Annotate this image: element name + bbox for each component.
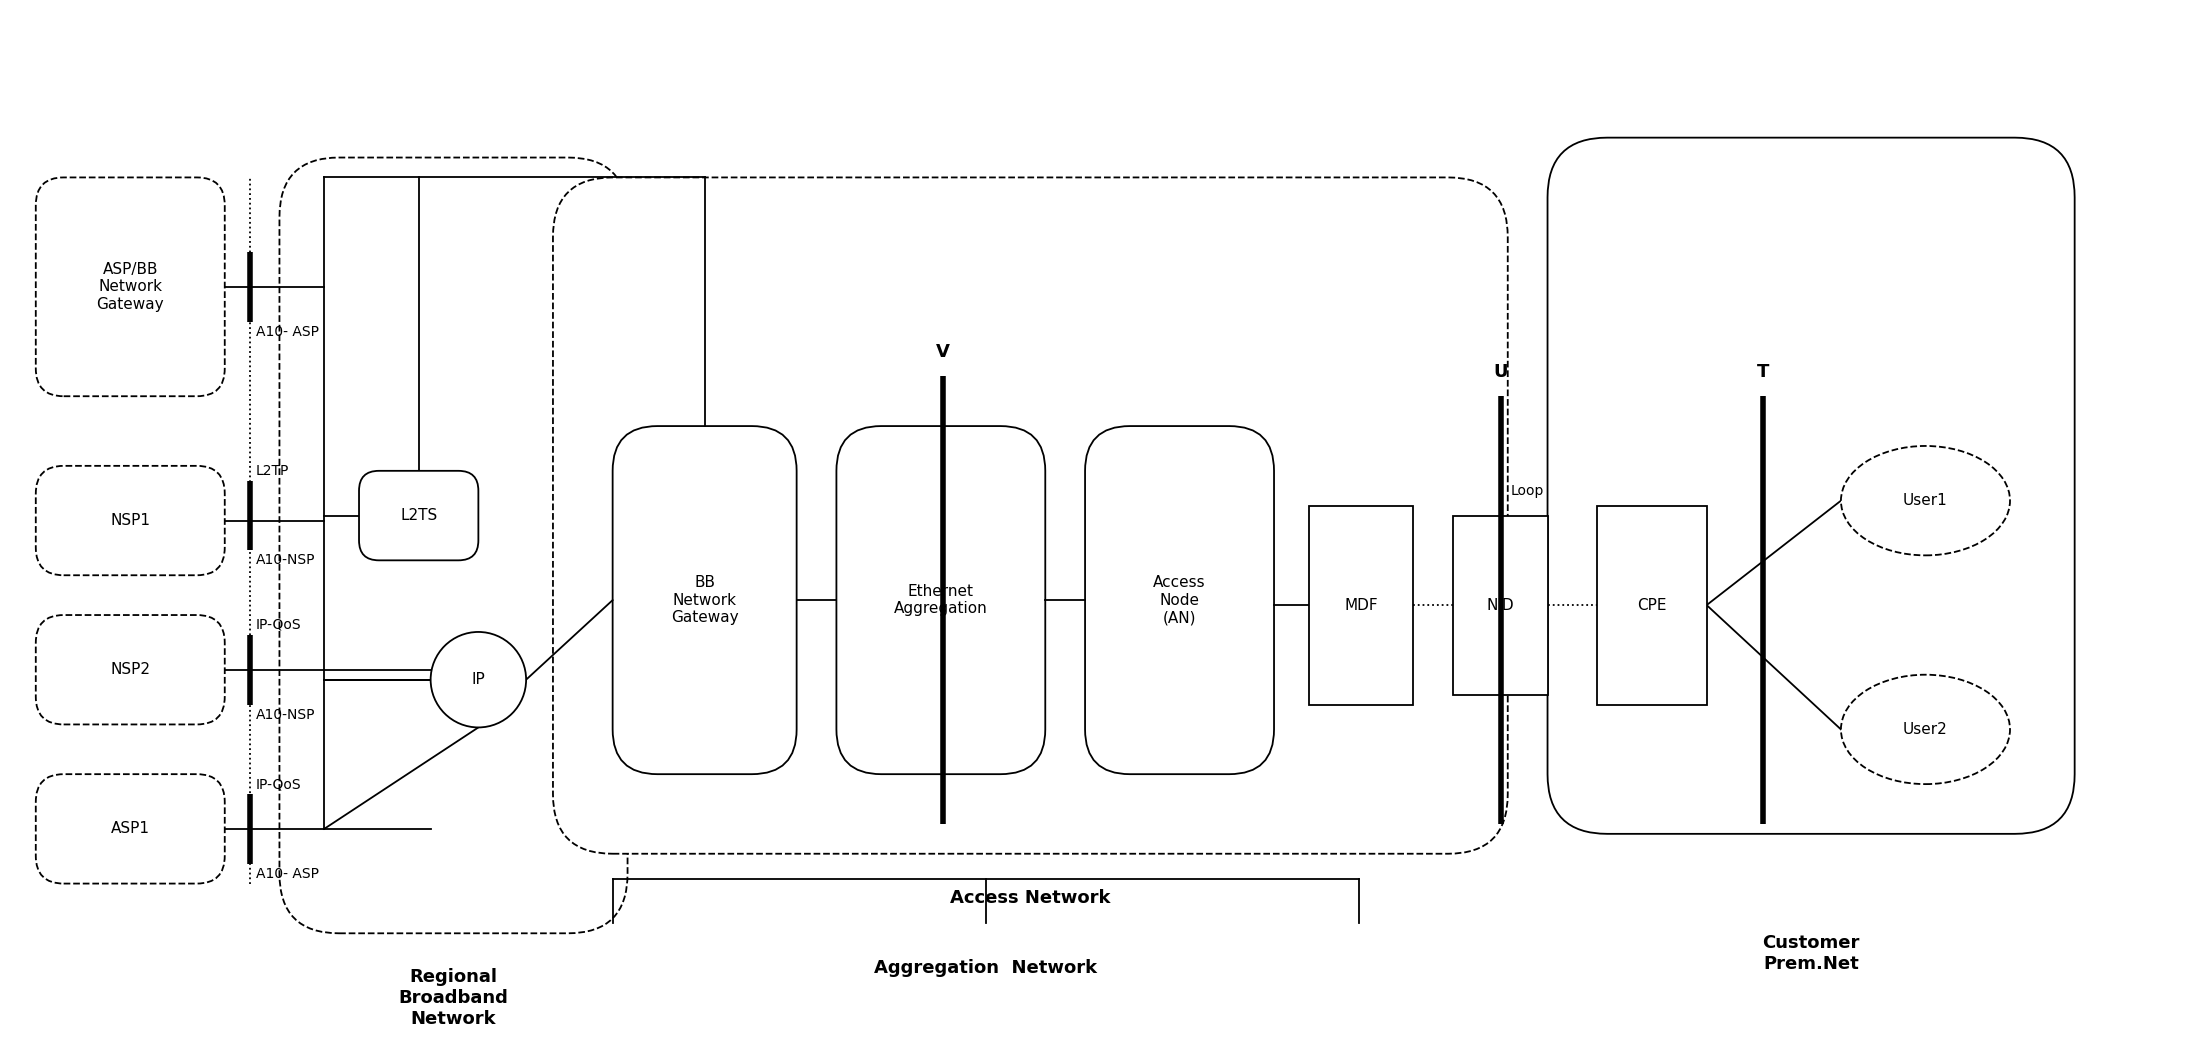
Text: NID: NID: [1486, 597, 1515, 613]
Text: ASP/BB
Network
Gateway: ASP/BB Network Gateway: [96, 262, 164, 312]
Text: A10- ASP: A10- ASP: [256, 325, 318, 339]
Bar: [1309, 506, 1414, 704]
Text: L2TP: L2TP: [256, 464, 289, 478]
FancyBboxPatch shape: [612, 426, 796, 775]
Text: NSP1: NSP1: [110, 513, 151, 528]
Text: V: V: [936, 343, 949, 362]
Text: Loop: Loop: [1510, 483, 1545, 498]
FancyBboxPatch shape: [35, 775, 226, 884]
Text: IP: IP: [471, 672, 484, 688]
Text: Customer
Prem.Net: Customer Prem.Net: [1762, 933, 1859, 973]
FancyBboxPatch shape: [35, 177, 226, 396]
Text: BB
Network
Gateway: BB Network Gateway: [671, 576, 739, 625]
Text: T: T: [1758, 363, 1769, 382]
Text: IP-QoS: IP-QoS: [256, 618, 300, 632]
Text: Access
Node
(AN): Access Node (AN): [1153, 576, 1206, 625]
Text: ASP1: ASP1: [112, 821, 149, 837]
Circle shape: [430, 632, 526, 727]
FancyBboxPatch shape: [278, 158, 627, 933]
Text: U: U: [1493, 363, 1508, 382]
FancyBboxPatch shape: [837, 426, 1046, 775]
FancyBboxPatch shape: [359, 471, 478, 560]
Text: Regional
Broadband
Network: Regional Broadband Network: [399, 969, 509, 1028]
FancyBboxPatch shape: [552, 177, 1508, 853]
FancyBboxPatch shape: [1548, 138, 2074, 834]
Text: User1: User1: [1903, 494, 1949, 508]
Text: Access Network: Access Network: [949, 890, 1111, 907]
FancyBboxPatch shape: [1085, 426, 1274, 775]
Text: A10-NSP: A10-NSP: [256, 554, 316, 567]
Text: NSP2: NSP2: [110, 663, 151, 677]
Bar: [1453, 515, 1548, 695]
Text: IP-QoS: IP-QoS: [256, 777, 300, 791]
Text: User2: User2: [1903, 722, 1949, 737]
Bar: [1598, 506, 1708, 704]
Text: A10-NSP: A10-NSP: [256, 707, 316, 722]
Ellipse shape: [1841, 446, 2010, 556]
Text: MDF: MDF: [1344, 597, 1379, 613]
Text: L2TS: L2TS: [401, 508, 438, 523]
Ellipse shape: [1841, 675, 2010, 784]
Text: Aggregation  Network: Aggregation Network: [875, 959, 1098, 977]
Text: CPE: CPE: [1637, 597, 1666, 613]
Text: Ethernet
Aggregation: Ethernet Aggregation: [894, 584, 989, 616]
FancyBboxPatch shape: [35, 615, 226, 725]
FancyBboxPatch shape: [35, 466, 226, 576]
Text: A10- ASP: A10- ASP: [256, 867, 318, 880]
